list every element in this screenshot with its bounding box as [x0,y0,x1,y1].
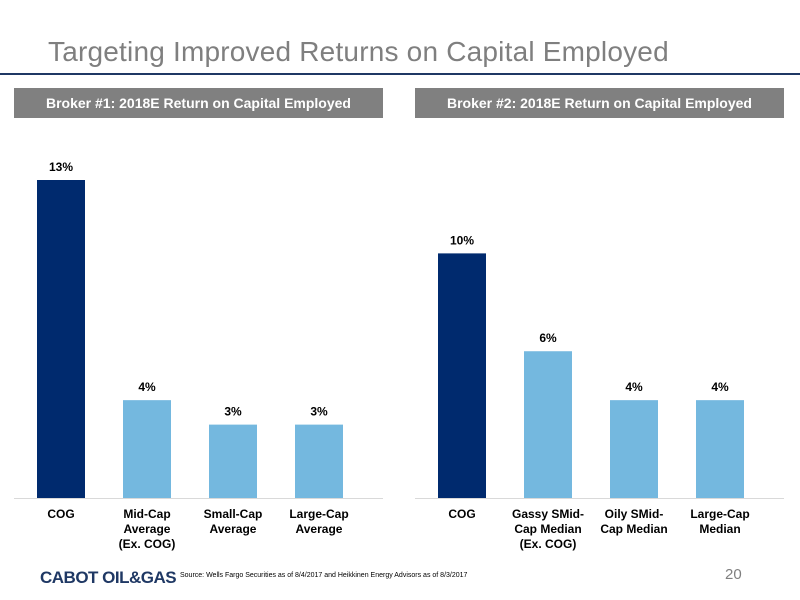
data-label-3: 4% [625,380,643,394]
company-logo: CABOT OIL&GAS [40,568,177,587]
data-label-4: 3% [310,405,328,419]
data-label-4: 4% [711,380,729,394]
data-label-1: 10% [450,233,474,247]
bar-2 [524,351,572,498]
bar-4 [295,424,343,498]
bar-2 [123,400,171,498]
broker-2-chart-svg: 10% COG 6% Gassy SMid-Cap Median (Ex. COG) 4%… [415,233,784,551]
title-divider [0,73,800,75]
bar-1 [37,180,85,498]
category-label-2: Gassy SMid-Cap Median (Ex. COG) [512,507,584,551]
source-note: Source: Wells Fargo Securities as of 8/4… [180,572,468,579]
data-label-3: 3% [224,405,242,419]
data-label-2: 4% [138,380,156,394]
bar-1 [438,253,486,498]
bar-3 [610,400,658,498]
broker-1-roce-chart: 13% COG 4% Mid-Cap Average (Ex. COG) 3% Small-C… [14,120,383,570]
bar-4 [696,400,744,498]
data-label-1: 13% [49,160,73,174]
chart-1-title: Broker #1: 2018E Return on Capital Emplo… [14,88,383,118]
category-label-1: COG [47,507,74,521]
category-label-2: Mid-Cap Average (Ex. COG) [119,507,176,551]
category-label-3: Oily SMid-Cap Median [600,507,667,536]
page-number: 20 [725,566,742,583]
bar-3 [209,424,257,498]
category-label-3: Small-Cap Average [204,507,263,536]
broker-1-chart-svg: 13% COG 4% Mid-Cap Average (Ex. COG) 3% Small-C… [14,160,383,551]
chart-2-title: Broker #2: 2018E Return on Capital Emplo… [415,88,784,118]
category-label-4: Large-Cap Median [690,507,749,536]
category-label-1: COG [448,507,475,521]
category-label-4: Large-Cap Average [289,507,348,536]
data-label-2: 6% [539,331,557,345]
page-title: Targeting Improved Returns on Capital Em… [48,36,669,67]
broker-2-roce-chart: 10% COG 6% Gassy SMid-Cap Median (Ex. COG) 4%… [415,120,784,570]
